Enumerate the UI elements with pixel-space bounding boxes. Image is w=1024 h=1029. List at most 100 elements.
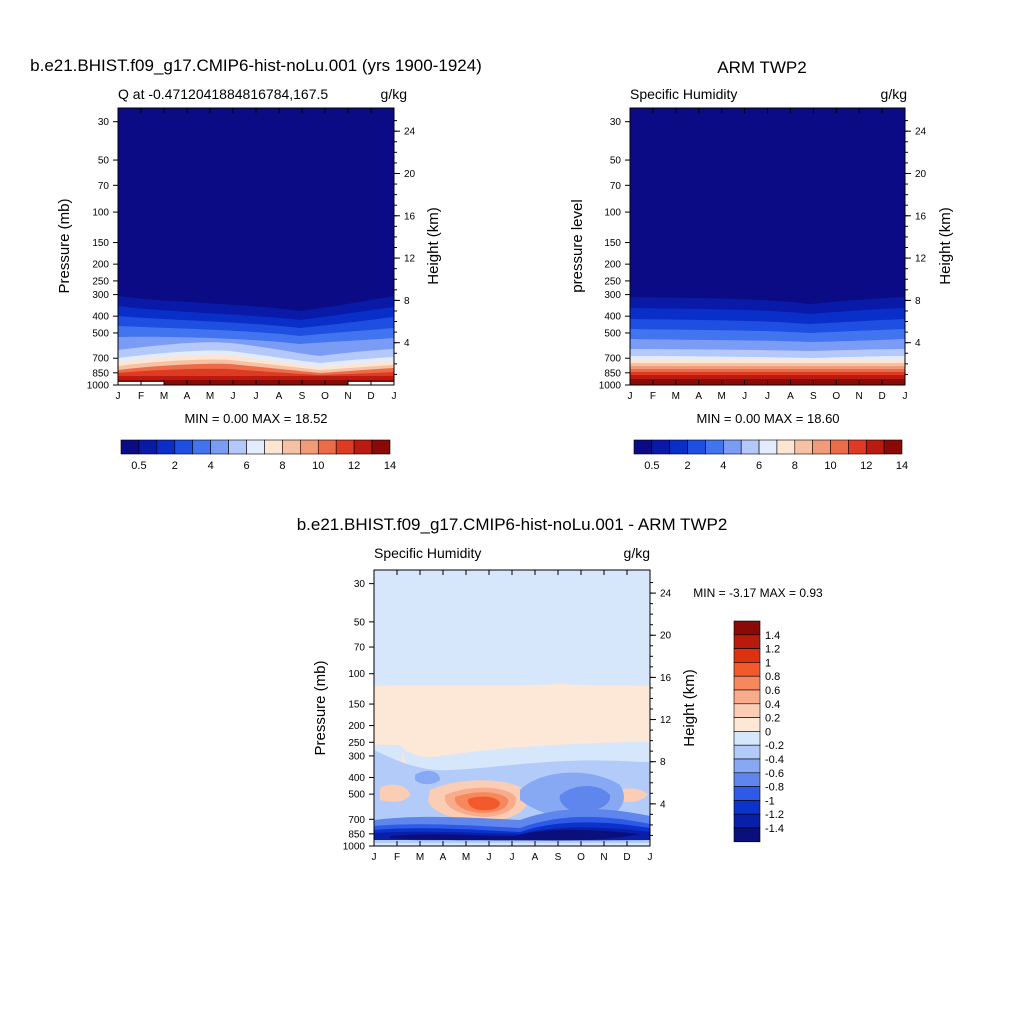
height-tick-label: 16 — [915, 211, 927, 222]
pressure-tick-label: 400 — [348, 773, 365, 784]
pressure-tick-label: 50 — [610, 156, 622, 167]
colorbar-box — [264, 439, 283, 455]
x-tick-label: N — [856, 391, 863, 402]
colorbar-box — [733, 800, 761, 815]
pressure-tick-label: 250 — [348, 738, 365, 749]
obs-colorbar: 0.5 2 4 6 8 10 12 14 — [633, 439, 908, 472]
colorbar-label: 8 — [792, 460, 798, 472]
colorbar-box — [733, 717, 761, 732]
colorbar-box — [705, 439, 724, 455]
colorbar-box — [733, 703, 761, 718]
obs-panel: ARM TWP2 Specific Humidity g/kg J F M A M J J A… — [569, 58, 954, 426]
x-tick-label: M — [672, 391, 680, 402]
x-tick-label: J — [372, 852, 377, 863]
x-tick-label: O — [577, 852, 585, 863]
colorbar-box — [740, 439, 760, 455]
x-tick-label: F — [394, 852, 400, 863]
height-tick-label: 24 — [404, 127, 416, 138]
x-tick-label: J — [392, 391, 397, 402]
height-tick-label: 16 — [404, 211, 416, 222]
pressure-tick-label: 500 — [604, 328, 621, 339]
height-tick-label: 24 — [660, 589, 672, 600]
obs-contour-field — [630, 108, 905, 385]
diff-ylabel: Pressure (mb) — [312, 660, 329, 755]
colorbar-box — [192, 439, 211, 455]
obs-minmax: MIN = 0.00 MAX = 18.60 — [696, 411, 839, 426]
pressure-tick-label: 300 — [604, 290, 621, 301]
x-tick-label: M — [717, 391, 725, 402]
x-tick-label: D — [623, 852, 630, 863]
colorbar-box — [865, 439, 885, 455]
colorbar-box — [883, 439, 903, 455]
colorbar-box — [282, 439, 301, 455]
x-tick-label: O — [321, 391, 329, 402]
model-left-label: Q at -0.4712041884816784,167.5 — [118, 86, 328, 102]
diff-contour-field — [374, 570, 650, 846]
colorbar-label: -0.8 — [765, 782, 784, 794]
pressure-tick-label: 30 — [98, 117, 110, 128]
colorbar-label: 10 — [824, 460, 836, 472]
height-tick-label: 8 — [915, 296, 921, 307]
pressure-tick-label: 100 — [604, 208, 621, 219]
colorbar-box — [228, 439, 247, 455]
x-tick-label: A — [787, 391, 794, 402]
colorbar-box — [371, 439, 391, 455]
colorbar-label: 12 — [348, 460, 360, 472]
height-tick-label: 20 — [404, 169, 416, 180]
colorbar-box — [758, 439, 778, 455]
colorbar-box — [733, 620, 761, 636]
pressure-tick-label: 1000 — [599, 381, 622, 392]
diff-axes: J F M A M J J A S O N D J 30 50 70 100 150 200 250 300 400 500… — [343, 570, 672, 863]
colorbar-label: -0.2 — [765, 740, 784, 752]
x-tick-label: J — [487, 852, 492, 863]
pressure-tick-label: 250 — [92, 276, 109, 287]
obs-y2label: Height (km) — [937, 207, 954, 285]
colorbar-box — [669, 439, 688, 455]
pressure-tick-label: 50 — [98, 156, 110, 167]
x-tick-label: A — [184, 391, 191, 402]
colorbar-box — [848, 439, 867, 455]
height-tick-label: 12 — [404, 254, 416, 265]
x-tick-label: A — [532, 852, 539, 863]
height-tick-label: 8 — [660, 757, 666, 768]
colorbar-label: -1 — [765, 795, 775, 807]
colorbar-box — [733, 731, 761, 746]
pressure-tick-label: 100 — [348, 669, 365, 680]
colorbar-label: 0.8 — [765, 671, 780, 683]
height-tick-label: 8 — [404, 296, 410, 307]
colorbar-box — [246, 439, 265, 455]
colorbar-label: 6 — [756, 460, 762, 472]
pressure-tick-label: 700 — [92, 354, 109, 365]
colorbar-box — [138, 439, 158, 455]
pressure-tick-label: 100 — [92, 208, 109, 219]
colorbar-box — [733, 772, 761, 787]
x-tick-label: J — [510, 852, 515, 863]
colorbar-box — [733, 634, 761, 649]
pressure-tick-label: 500 — [348, 790, 365, 801]
colorbar-label: 4 — [720, 460, 726, 472]
obs-units-label: g/kg — [881, 86, 907, 102]
obs-title: ARM TWP2 — [717, 58, 806, 77]
colorbar-box — [733, 675, 761, 691]
diff-left-label: Specific Humidity — [374, 545, 481, 561]
colorbar-box — [830, 439, 849, 455]
x-tick-label: M — [160, 391, 168, 402]
x-tick-label: J — [116, 391, 121, 402]
pressure-tick-label: 850 — [348, 829, 365, 840]
x-tick-label: J — [254, 391, 259, 402]
colorbar-box — [335, 439, 355, 455]
colorbar-box — [733, 662, 761, 677]
x-tick-label: J — [765, 391, 770, 402]
pressure-tick-label: 1000 — [343, 842, 366, 853]
x-tick-label: N — [600, 852, 607, 863]
pressure-tick-label: 200 — [604, 260, 621, 271]
colorbar-label: 1 — [765, 657, 771, 669]
x-tick-label: O — [832, 391, 840, 402]
colorbar-label: 14 — [896, 460, 908, 472]
pressure-tick-label: 850 — [92, 368, 109, 379]
height-tick-label: 12 — [660, 715, 672, 726]
colorbar-label: 2 — [172, 460, 178, 472]
pressure-tick-label: 200 — [348, 721, 365, 732]
colorbar-label: 4 — [208, 460, 214, 472]
